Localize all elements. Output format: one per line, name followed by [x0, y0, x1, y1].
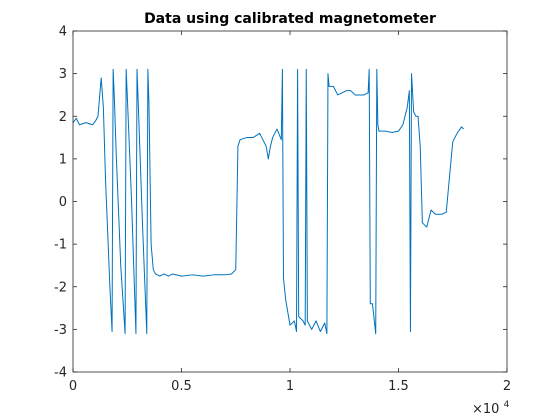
x-tick-label: 0.5: [171, 379, 192, 394]
y-tick-label: -1: [54, 238, 67, 253]
y-tick-label: 3: [59, 67, 67, 82]
y-tick-label: 4: [59, 25, 67, 40]
x-exponent-base: ×10: [472, 402, 499, 417]
y-tick-label: 1: [59, 152, 67, 167]
chart-title: Data using calibrated magnetometer: [144, 11, 436, 27]
axes-box: [72, 30, 508, 373]
series-line: [72, 68, 464, 335]
x-tick-label: 1: [286, 379, 294, 394]
y-tick-label: 0: [59, 195, 67, 210]
x-exponent-label: ×10 4: [472, 400, 510, 417]
x-tick-label: 2: [503, 379, 511, 394]
y-tick-label: 2: [59, 110, 67, 125]
x-tick-label: 0: [69, 379, 77, 394]
y-tick-label: -2: [54, 280, 67, 295]
y-tick-label: -3: [54, 323, 67, 338]
x-tick-label: 1.5: [388, 379, 409, 394]
x-exponent-power: 4: [504, 400, 510, 410]
plot-area: [73, 31, 507, 372]
y-tick-label: -4: [54, 366, 67, 381]
